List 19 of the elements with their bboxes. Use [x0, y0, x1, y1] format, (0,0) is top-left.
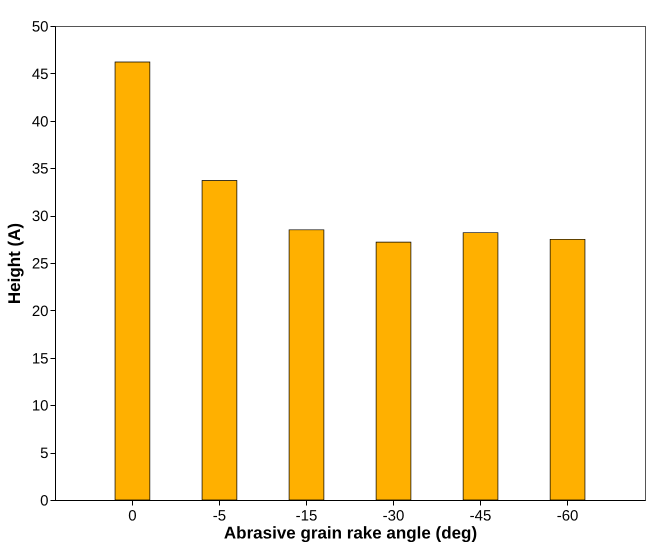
y-tick-label: 15 [32, 350, 48, 368]
x-tick-label: -5 [212, 508, 226, 524]
x-tick-label: -60 [556, 508, 578, 524]
y-tick-label: 20 [32, 302, 48, 320]
x-tick-label: -45 [470, 508, 492, 524]
y-tick-label: 10 [32, 398, 48, 415]
x-tick-label: -30 [382, 508, 404, 524]
x-axis-title: Abrasive grain rake angle (deg) [224, 524, 478, 542]
y-axis-title: Height (A) [4, 222, 24, 304]
y-tick-label: 50 [32, 18, 48, 36]
y-tick-label: 40 [32, 113, 48, 130]
y-tick-label: 25 [32, 256, 48, 272]
y-tick-label: 5 [40, 445, 48, 462]
x-tick-label: -15 [296, 508, 318, 524]
x-tick-label: 0 [128, 508, 137, 524]
y-tick-label: 0 [40, 492, 48, 510]
y-tick-label: 35 [32, 160, 48, 178]
y-tick-label: 45 [32, 66, 48, 83]
y-tick-label: 30 [32, 208, 48, 226]
